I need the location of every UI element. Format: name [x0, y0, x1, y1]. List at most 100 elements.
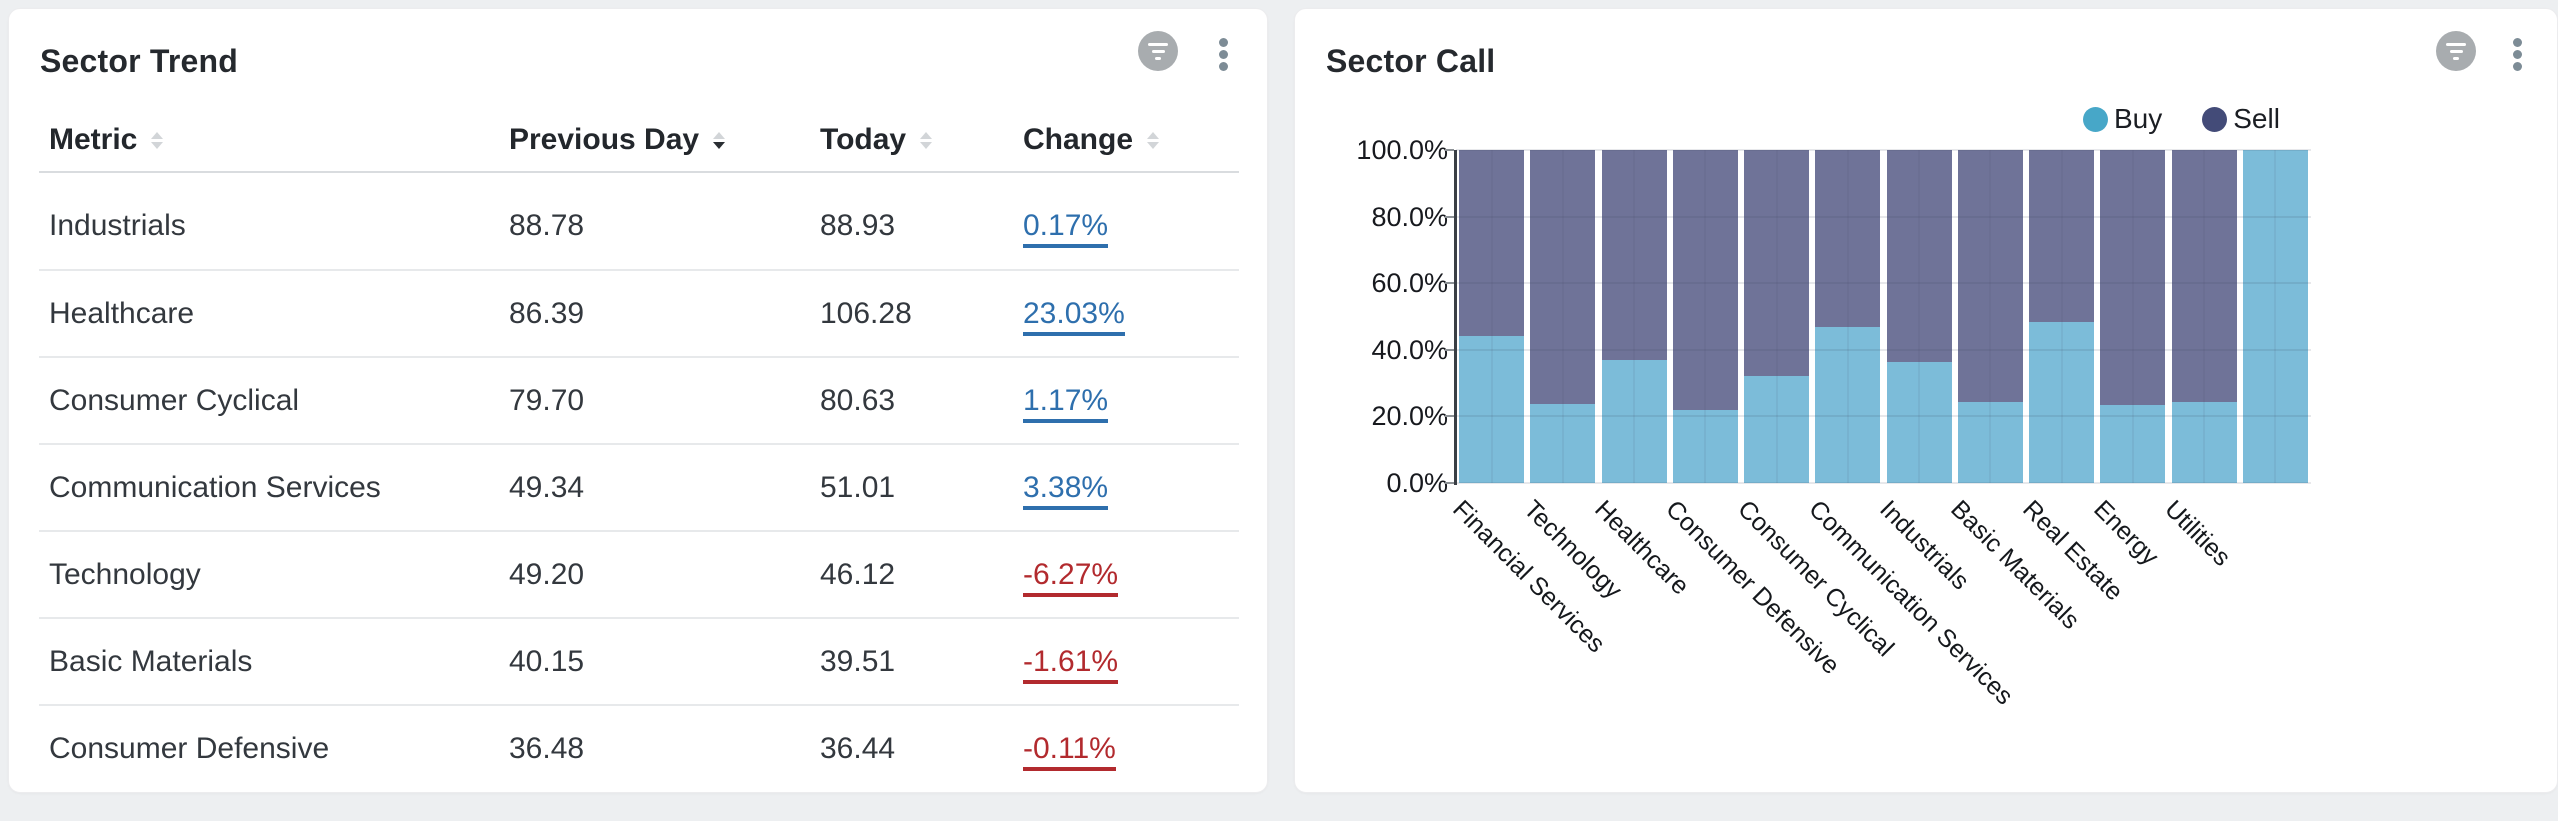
- stacked-bar-basic-materials: [1957, 150, 2023, 483]
- metric-cell: Industrials: [49, 208, 186, 242]
- change-cell: 3.38%: [1023, 470, 1109, 510]
- sell-segment: [1601, 150, 1667, 360]
- table-row-communication-services: Communication Services 49.34 51.01 3.38%: [39, 443, 1239, 530]
- table-row-consumer-defensive: Consumer Defensive 36.48 36.44 -0.11%: [39, 704, 1239, 791]
- sell-segment: [2100, 150, 2166, 406]
- legend-swatch-sell: [2202, 106, 2228, 132]
- stacked-bar-real-estate: [2029, 150, 2094, 483]
- change-link-technology[interactable]: -6.27%: [1023, 557, 1119, 597]
- column-header-metric[interactable]: Metric: [49, 123, 164, 157]
- horizontal-gridline: [1456, 215, 2311, 218]
- buy-segment: [1815, 327, 1881, 483]
- stacked-bar-utilities: [2171, 150, 2237, 483]
- filter-icon[interactable]: [1138, 31, 1178, 71]
- column-header-label: Metric: [49, 123, 138, 156]
- vertical-gridline: [1561, 150, 1564, 483]
- vertical-gridline: [1846, 150, 1849, 483]
- buy-segment: [1672, 410, 1738, 483]
- plot-area: [1456, 150, 2311, 483]
- change-link-industrials[interactable]: 0.17%: [1023, 208, 1109, 248]
- y-axis-tick-mark: [1445, 348, 1454, 351]
- sell-segment: [1530, 150, 1596, 404]
- table-row-basic-materials: Basic Materials 40.15 39.51 -1.61%: [39, 617, 1239, 704]
- previous-day-cell: 49.34: [509, 470, 585, 504]
- stacked-bar-financial-services: [1459, 150, 1524, 483]
- kebab-menu-icon[interactable]: [2507, 34, 2527, 74]
- column-header-previous-day[interactable]: Previous Day: [509, 123, 726, 157]
- y-axis-tick-mark: [1445, 482, 1454, 484]
- buy-segment: [2100, 405, 2166, 483]
- buy-segment: [2171, 402, 2237, 483]
- horizontal-gridline: [1456, 348, 2311, 351]
- buy-segment: [2242, 150, 2308, 483]
- change-link-consumer-defensive[interactable]: -0.11%: [1023, 731, 1116, 771]
- bar-slot-utilities: [2169, 150, 2240, 483]
- today-cell: 88.93: [820, 208, 896, 242]
- vertical-gridline: [1490, 150, 1493, 483]
- filter-icon[interactable]: [2436, 31, 2476, 71]
- chart-legend: Buy Sell: [2083, 103, 2280, 135]
- vertical-gridline: [2274, 150, 2277, 483]
- kebab-menu-icon[interactable]: [1213, 34, 1233, 74]
- stacked-bar-technology: [1530, 150, 1596, 483]
- sell-segment: [1672, 150, 1738, 411]
- stacked-bar-consumer-cyclical: [1744, 150, 1809, 483]
- horizontal-gridline: [1456, 415, 2311, 418]
- today-cell: 39.51: [820, 644, 896, 678]
- buy-segment: [1459, 336, 1524, 483]
- bar-slot-real-estate: [2026, 150, 2097, 483]
- buy-sell-stacked-bar-chart: 0.0% 20.0% 40.0% 60.0% 80.0% 100.0% Financial …: [1295, 9, 2558, 794]
- sector-trend-table: Metric Previous Day Today Change Industrial…: [39, 109, 1239, 771]
- previous-day-cell: 49.20: [509, 557, 585, 591]
- y-axis-tick-mark: [1445, 282, 1454, 285]
- table-row-consumer-cyclical: Consumer Cyclical 79.70 80.63 1.17%: [39, 356, 1239, 443]
- change-link-healthcare[interactable]: 23.03%: [1023, 296, 1125, 336]
- table-row-technology: Technology 49.20 46.12 -6.27%: [39, 530, 1239, 617]
- buy-segment: [1530, 403, 1596, 483]
- horizontal-gridline: [1456, 149, 2311, 151]
- change-cell: -1.61%: [1023, 644, 1119, 684]
- y-axis-line: [1454, 150, 1457, 485]
- column-header-change[interactable]: Change: [1023, 123, 1160, 157]
- column-header-label: Previous Day: [509, 123, 700, 156]
- vertical-gridline: [2060, 150, 2063, 483]
- metric-cell: Healthcare: [49, 296, 195, 330]
- change-cell: -6.27%: [1023, 557, 1119, 597]
- vertical-gridline: [1775, 150, 1778, 483]
- change-link-communication-services[interactable]: 3.38%: [1023, 470, 1109, 510]
- vertical-gridline: [1989, 150, 1992, 483]
- change-link-basic-materials[interactable]: -1.61%: [1023, 644, 1119, 684]
- sort-desc-icon: [713, 131, 726, 149]
- y-axis-tick-label: 40.0%: [1371, 334, 1448, 365]
- sell-segment: [1744, 150, 1809, 377]
- sector-trend-title: Sector Trend: [40, 43, 239, 79]
- vertical-gridline: [2203, 150, 2206, 483]
- stacked-bar-healthcare: [1601, 150, 1667, 483]
- bar-slot-industrials: [1884, 150, 1955, 483]
- table-header-row: Metric Previous Day Today Change: [39, 109, 1239, 171]
- vertical-gridline: [1633, 150, 1636, 483]
- previous-day-cell: 36.48: [509, 731, 585, 765]
- y-axis-tick-label: 100.0%: [1356, 135, 1448, 165]
- sell-segment: [1815, 150, 1881, 328]
- change-link-consumer-cyclical[interactable]: 1.17%: [1023, 383, 1109, 423]
- metric-cell: Basic Materials: [49, 644, 253, 678]
- buy-segment: [1886, 361, 1952, 483]
- x-axis-label-utilities: Utilities: [2159, 495, 2237, 572]
- sort-icon: [1147, 131, 1160, 149]
- sell-segment: [1957, 150, 2023, 402]
- legend-item-sell[interactable]: Sell: [2202, 103, 2280, 135]
- y-axis-tick-mark: [1445, 149, 1454, 151]
- column-header-today[interactable]: Today: [820, 123, 933, 157]
- previous-day-cell: 86.39: [509, 296, 585, 330]
- legend-item-buy[interactable]: Buy: [2083, 103, 2162, 135]
- bar-slot-financial-services: [1456, 150, 1527, 483]
- previous-day-cell: 79.70: [509, 383, 585, 417]
- sort-icon: [920, 131, 933, 149]
- today-cell: 46.12: [820, 557, 896, 591]
- sector-call-panel: Sector Call Buy Sell 0.0% 20.0% 40.0% 60.0% 8…: [1294, 8, 2558, 793]
- x-axis-label-basic-materials: Basic Materials: [1945, 495, 2086, 635]
- stacked-bar-consumer-defensive: [1672, 150, 1738, 483]
- bar-slot-basic-materials: [1955, 150, 2026, 483]
